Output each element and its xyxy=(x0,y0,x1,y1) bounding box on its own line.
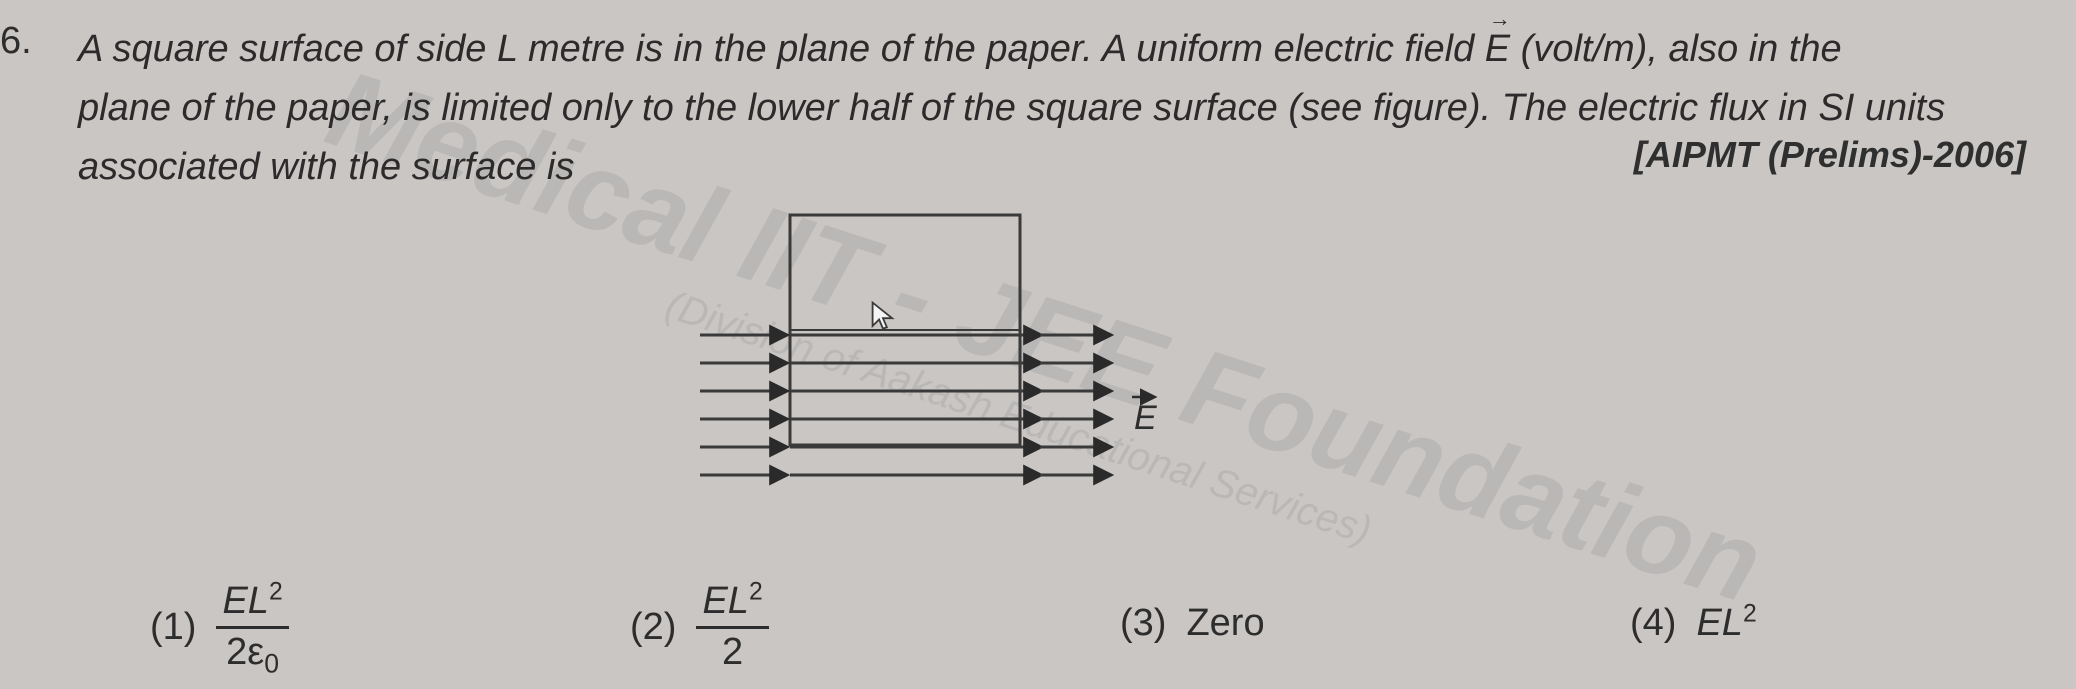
svg-text:E: E xyxy=(1134,399,1157,437)
option-2-frac: EL2 2 xyxy=(696,582,768,673)
option-4-num: (4) xyxy=(1630,602,1676,645)
q-line3: associated with the surface is xyxy=(78,146,574,188)
option-2-top: EL xyxy=(702,580,748,622)
fraction-bar-icon xyxy=(216,626,288,629)
option-4: (4) EL2 xyxy=(1630,602,1757,645)
option-1-bot-sub: 0 xyxy=(264,649,279,679)
option-1: (1) EL2 2ε0 xyxy=(150,582,289,673)
options-row: (1) EL2 2ε0 (2) EL2 2 (3) Zero (4) EL2 xyxy=(150,553,2036,673)
option-2-bot: 2 xyxy=(716,633,749,673)
exam-tag: [AIPMT (Prelims)-2006] xyxy=(1634,134,2026,176)
figure: E xyxy=(640,205,1180,525)
q-line1-c: (volt/m), also in the xyxy=(1510,28,1842,70)
fraction-bar-icon xyxy=(696,626,768,629)
option-2: (2) EL2 2 xyxy=(630,582,769,673)
q-line1-a: A square surface of side xyxy=(78,28,497,70)
q-line1-b: metre is in the plane of the paper. A un… xyxy=(517,28,1484,70)
option-3-text: Zero xyxy=(1186,602,1264,645)
question-number: 6. xyxy=(0,20,32,63)
q-line2: plane of the paper, is limited only to t… xyxy=(78,87,1945,129)
option-1-exp: 2 xyxy=(269,579,283,606)
option-1-top: EL xyxy=(222,580,268,622)
option-1-frac: EL2 2ε0 xyxy=(216,582,288,673)
option-4-text: EL xyxy=(1696,602,1742,644)
option-2-num: (2) xyxy=(630,606,676,649)
option-3: (3) Zero xyxy=(1120,602,1265,645)
option-4-exp: 2 xyxy=(1743,600,1757,627)
option-1-bot-a: 2ε xyxy=(226,631,264,673)
option-1-num: (1) xyxy=(150,606,196,649)
figure-svg: E xyxy=(640,205,1180,525)
q-vec-E: E xyxy=(1485,20,1510,79)
option-3-num: (3) xyxy=(1120,602,1166,645)
option-2-exp: 2 xyxy=(749,579,763,606)
q-var-L: L xyxy=(497,28,517,70)
